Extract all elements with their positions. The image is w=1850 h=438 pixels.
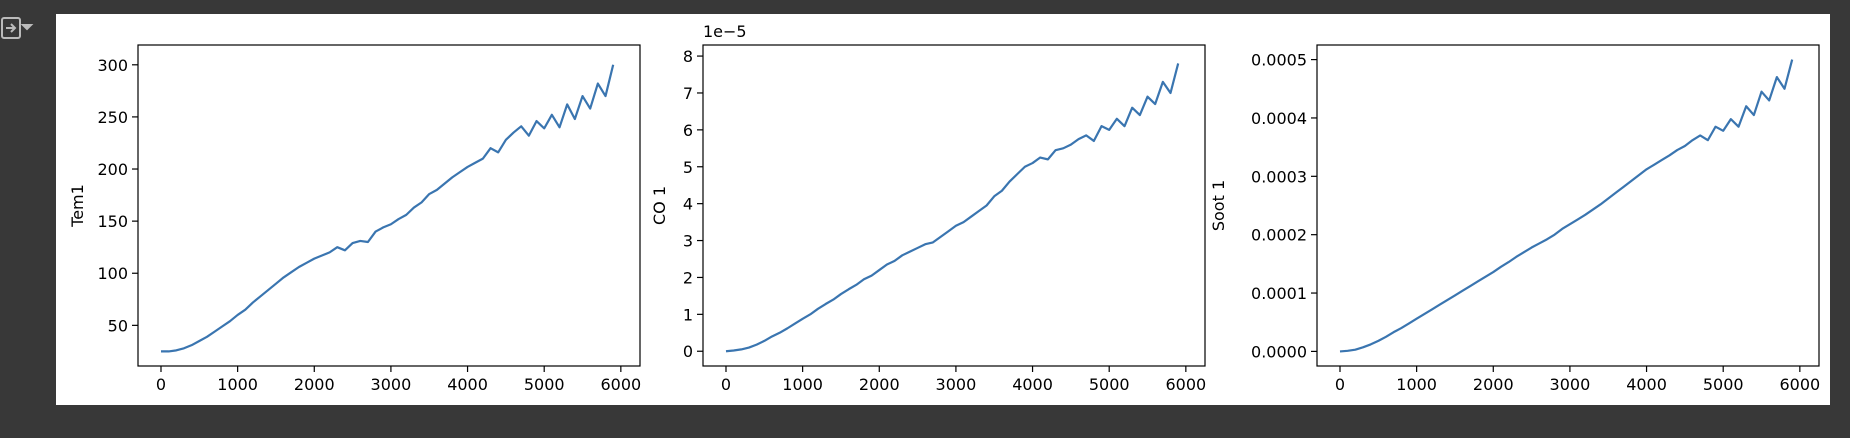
x-tick-label: 6000: [600, 375, 641, 394]
y-tick-label: 0.0000: [1251, 342, 1307, 361]
x-tick-label: 1000: [217, 375, 258, 394]
data-line: [1339, 59, 1794, 353]
y-tick-label: 50: [108, 316, 128, 335]
y-tick-label: 0.0001: [1251, 284, 1307, 303]
x-tick-label: 2000: [859, 375, 900, 394]
y-tick-label: 1: [683, 305, 693, 324]
axes-frame: [137, 44, 641, 367]
y-tick-label: 100: [97, 264, 128, 283]
y-tick-label: 6: [683, 121, 693, 140]
x-tick-label: 4000: [447, 375, 488, 394]
icon-caret: [20, 24, 34, 31]
y-tick-label: 7: [683, 84, 693, 103]
output-toggle-icon[interactable]: [1, 17, 34, 39]
x-tick-label: 3000: [371, 375, 412, 394]
y-tick-label: 5: [683, 158, 693, 177]
x-tick-label: 5000: [1703, 375, 1744, 394]
x-tick-label: 1000: [782, 375, 823, 394]
data-line: [725, 63, 1180, 353]
x-tick-label: 0: [1335, 375, 1345, 394]
y-offset-label: 1e−5: [703, 22, 747, 41]
x-tick-label: 3000: [936, 375, 977, 394]
y-tick-label: 0.0004: [1251, 109, 1307, 128]
x-tick-label: 0: [721, 375, 731, 394]
y-tick-label: 0.0002: [1251, 226, 1307, 245]
axes-frame: [1316, 44, 1820, 367]
y-tick-label: 200: [97, 160, 128, 179]
x-tick-label: 3000: [1550, 375, 1591, 394]
output-area: [56, 14, 1830, 405]
x-tick-label: 5000: [1089, 375, 1130, 394]
x-tick-label: 4000: [1012, 375, 1053, 394]
icon-arrow: [6, 23, 17, 33]
y-tick-label: 0.0005: [1251, 51, 1307, 70]
y-tick-label: 150: [97, 212, 128, 231]
y-tick-label: 2: [683, 268, 693, 287]
x-tick-label: 6000: [1779, 375, 1820, 394]
y-tick-label: 4: [683, 195, 693, 214]
axes-frame: [702, 44, 1206, 367]
data-line: [160, 64, 615, 353]
y-tick-label: 300: [97, 56, 128, 75]
x-tick-label: 6000: [1165, 375, 1206, 394]
x-tick-label: 2000: [1473, 375, 1514, 394]
y-tick-label: 3: [683, 232, 693, 251]
x-tick-label: 0: [156, 375, 166, 394]
x-tick-label: 4000: [1626, 375, 1667, 394]
icon-box: [1, 17, 21, 39]
x-tick-label: 5000: [524, 375, 565, 394]
y-axis-label: Soot 1: [1209, 180, 1228, 231]
y-axis-label: Tem1: [68, 184, 87, 228]
y-tick-label: 0.0003: [1251, 167, 1307, 186]
y-tick-label: 250: [97, 108, 128, 127]
y-tick-label: 8: [683, 47, 693, 66]
y-tick-label: 0: [683, 342, 693, 361]
x-tick-label: 1000: [1396, 375, 1437, 394]
x-tick-label: 2000: [294, 375, 335, 394]
y-axis-label: CO 1: [650, 186, 669, 225]
